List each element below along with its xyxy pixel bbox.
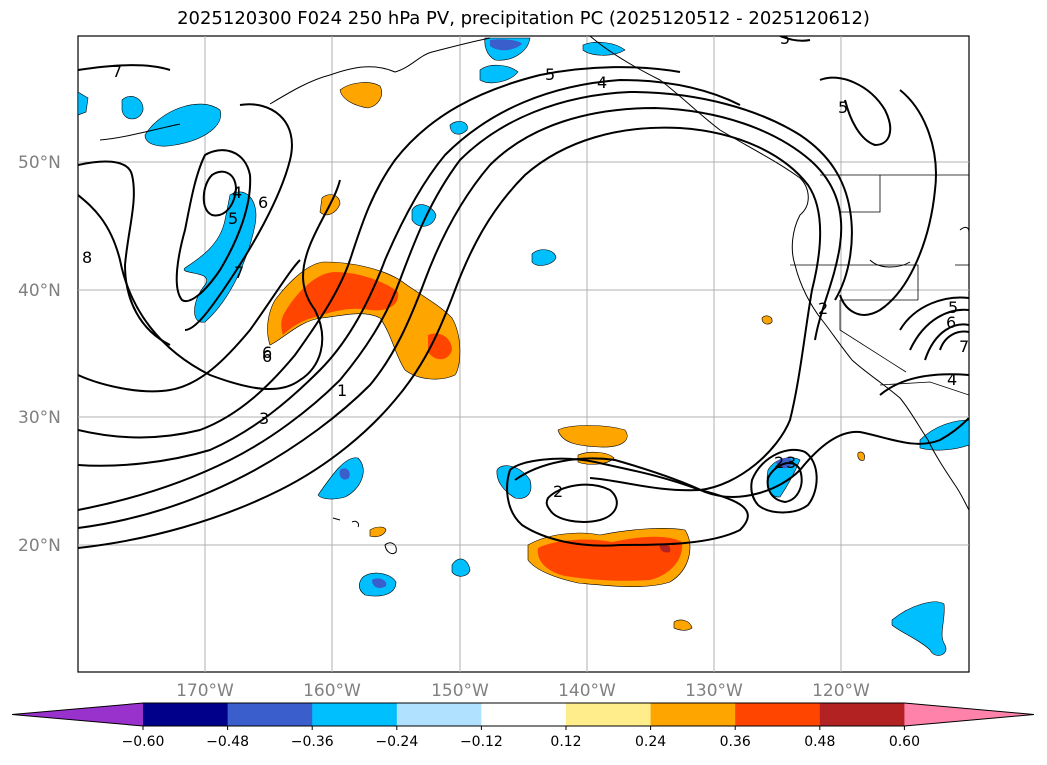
contour-label: 6 (262, 347, 272, 366)
coastlines (99, 36, 969, 555)
contour-label: 3 (786, 453, 796, 472)
colorbar-tick-label: −0.48 (206, 734, 249, 750)
map-frame (77, 35, 970, 673)
colorbar-segment (312, 703, 398, 726)
colorbar-segment (481, 703, 567, 726)
strong-precip-core (659, 543, 671, 553)
contour-label: 2 (818, 299, 828, 318)
lon-label: 140°W (558, 681, 616, 701)
lon-label: 120°W (812, 681, 870, 701)
lon-label: 130°W (685, 681, 743, 701)
longitude-labels: 170°W 160°W 150°W 140°W 130°W 120°W (176, 681, 870, 701)
colorbar-extend-min (12, 703, 143, 726)
lon-label: 150°W (431, 681, 489, 701)
colorbar-segment (650, 703, 736, 726)
contour-label: 2 (553, 482, 563, 501)
lat-label: 40°N (18, 281, 61, 301)
colorbar-segment (143, 703, 229, 726)
contour-label: 1 (337, 381, 347, 400)
colorbar-segment (819, 703, 905, 726)
contour-label: 5 (545, 65, 555, 84)
contour-label: 7 (112, 62, 122, 81)
lat-label: 50°N (18, 153, 61, 173)
contour-label: 7 (959, 337, 969, 356)
latitude-labels: 50°N 40°N 30°N 20°N (18, 153, 61, 556)
colorbar-extend-max (904, 703, 1034, 726)
colorbar: −0.60 −0.48 −0.36 −0.24 −0.12 0.12 0.24 0.36 0.4… (11, 702, 1035, 750)
contour-label: 4 (947, 370, 957, 389)
colorbar-segment (566, 703, 652, 726)
colorbar-segment (735, 703, 821, 726)
contour-label: 7 (234, 263, 244, 282)
colorbar-tick-label: 0.48 (804, 734, 835, 750)
colorbar-tick-label: 0.24 (635, 734, 666, 750)
colorbar-tick-label: 0.36 (720, 734, 751, 750)
colorbar-tick-label: 0.12 (550, 734, 581, 750)
pv-contours (78, 36, 969, 549)
map-title: 2025120300 F024 250 hPa PV, precipitatio… (177, 8, 870, 29)
positive-precip-cores (281, 272, 683, 581)
contour-labels: 7 5 4 5 5 4 6 5 7 6 8 3 1 6 2 2 2 3 5 6 … (82, 29, 969, 501)
colorbar-segment (227, 703, 313, 726)
colorbar-tick-label: −0.24 (375, 734, 418, 750)
contour-label: 6 (262, 343, 272, 362)
contour-label: 4 (232, 183, 242, 202)
lon-label: 170°W (176, 681, 234, 701)
contour-label: 5 (780, 29, 790, 48)
political-boundaries (790, 174, 969, 396)
contour-label: 5 (948, 298, 958, 317)
lat-label: 30°N (18, 408, 61, 428)
contour-label: 2 (774, 453, 784, 472)
colorbar-tick-label: 0.60 (889, 734, 920, 750)
colorbar-tick-label: −0.12 (460, 734, 503, 750)
contour-label: 6 (946, 313, 956, 332)
contour-label: 3 (259, 409, 269, 428)
colorbar-tick-label: −0.36 (291, 734, 334, 750)
contour-label: 8 (82, 248, 92, 267)
lat-label: 20°N (18, 536, 61, 556)
contour-label: 4 (597, 73, 607, 92)
contour-label: 5 (838, 98, 848, 117)
contour-label: 5 (228, 209, 238, 228)
colorbar-segment (396, 703, 482, 726)
lon-label: 160°W (303, 681, 361, 701)
contour-label: 6 (258, 193, 268, 212)
colorbar-tick-label: −0.60 (122, 734, 165, 750)
